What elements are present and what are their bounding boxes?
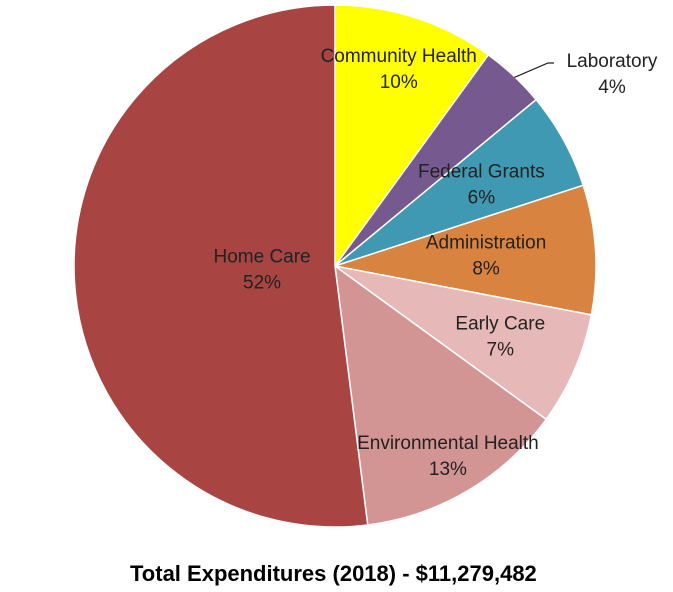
pie-slice [334,4,490,269]
slice-value-label: 6% [468,188,496,209]
slice-label: Federal Grants [418,162,545,183]
slice-label: Home Care [213,247,310,268]
chart-title: Total Expenditures (2018) - $11,279,482 [130,561,537,586]
slice-value-label: 10% [380,72,418,93]
slice-label: Early Care [455,314,545,335]
pie-slice [334,265,593,421]
slice-value-label: 52% [243,273,281,294]
pie-slice [73,4,369,528]
slice-label: Administration [426,233,546,254]
pie-slice [334,184,597,316]
leader-line [514,62,554,78]
slice-label: Laboratory [567,51,658,72]
slice-label: Community Health [321,46,477,67]
slice-value-label: 13% [429,459,467,480]
slice-label: Environmental Health [357,433,539,454]
pie-slice [334,264,548,526]
slice-value-label: 8% [472,259,500,280]
slice-value-label: 7% [487,340,515,361]
slice-value-label: 4% [598,77,626,98]
